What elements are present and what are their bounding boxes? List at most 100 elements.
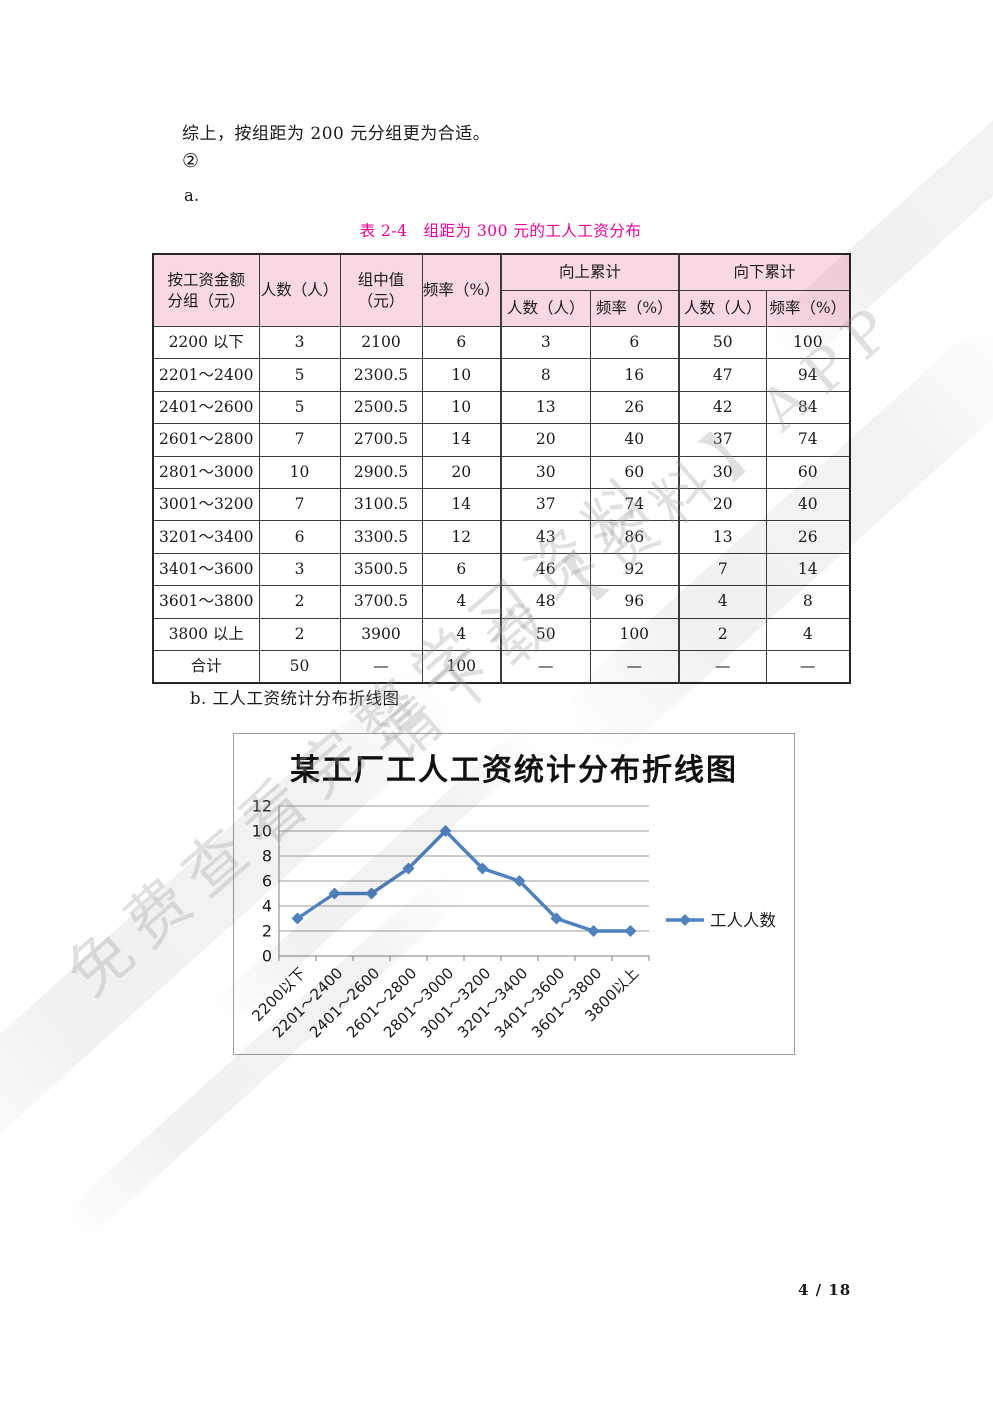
table-cell: 14	[421, 423, 502, 457]
series-marker	[365, 887, 378, 900]
table-cell: 6	[589, 325, 680, 360]
table-cell: 2601～2800	[152, 423, 260, 457]
table-cell: 3	[258, 552, 341, 587]
subheader-down-count: 人数（人）	[678, 290, 767, 327]
table-cell: 74	[589, 487, 680, 522]
wage-table-wrapper: 按工资金额 分组（元） 人数（人） 组中值 （元） 频率（%） 向上累计 向下累…	[152, 253, 852, 685]
legend-marker	[679, 914, 691, 926]
table-cell: 100	[589, 617, 680, 651]
series-marker	[476, 862, 489, 875]
table-cell: 7	[678, 552, 767, 587]
table-cell: 4	[421, 617, 502, 651]
table-row: 3601～3800 2 3700.5 4 48 96 4 8	[152, 585, 851, 619]
y-axis-tick-label: 0	[262, 947, 272, 966]
line-chart: 某工厂工人工资统计分布折线图 0 2 4 6 8 10 12 2200以下 2201～2400 2…	[233, 733, 795, 1055]
header-midvalue-line1: 组中值	[357, 270, 405, 289]
table-cell: 2200 以下	[152, 325, 260, 360]
table-row: 3800 以上 2 3900 4 50 100 2 4	[152, 617, 851, 651]
table-cell: 92	[589, 552, 680, 587]
table-cell: 2500.5	[339, 390, 423, 425]
table-cell: 94	[765, 358, 851, 392]
table-cell: 合计	[152, 649, 260, 684]
table-cell: 10	[258, 455, 341, 489]
table-cell: 43	[500, 520, 591, 554]
series-line	[295, 829, 633, 933]
table-cell: 100	[765, 325, 851, 360]
table-cell: 3100.5	[339, 487, 423, 522]
table-cell: 37	[678, 423, 767, 457]
table-cell: 8	[765, 585, 851, 619]
table-cell: 37	[500, 487, 591, 522]
table-cell: 30	[500, 455, 591, 489]
table-cell: 3300.5	[339, 520, 423, 554]
table-cell: —	[678, 649, 767, 684]
y-axis-tick-label: 8	[262, 847, 272, 866]
item-b-label: b. 工人工资统计分布折线图	[190, 689, 400, 708]
table-cell: 3401～3600	[152, 552, 260, 587]
table-row: 2401～2600 5 2500.5 10 13 26 42 84	[152, 390, 851, 425]
table-cell: 86	[589, 520, 680, 554]
table-row: 2801～3000 10 2900.5 20 30 60 30 60	[152, 455, 851, 489]
y-axis-tick-label: 12	[252, 797, 272, 816]
table-cell: —	[765, 649, 851, 684]
table-cell: 3	[258, 325, 341, 360]
series-marker	[550, 912, 563, 925]
series-marker	[513, 875, 526, 887]
item-circled-2: ②	[182, 150, 200, 172]
table-cell: 2201～2400	[152, 358, 260, 392]
series-marker	[291, 912, 304, 925]
table-cell: 4	[765, 617, 851, 651]
table-cell: 4	[421, 585, 502, 619]
y-axis-tick-label: 10	[252, 822, 272, 841]
table-cell: 40	[765, 487, 851, 522]
series-marker	[624, 925, 637, 937]
table-cell: 10	[421, 358, 502, 392]
table-cell: 7	[258, 487, 341, 522]
header-midvalue: 组中值 （元）	[339, 253, 423, 327]
table-cell: 100	[421, 649, 502, 684]
series-marker	[328, 887, 341, 900]
table-cell: 3900	[339, 617, 423, 651]
table-cell: 6	[421, 325, 502, 360]
table-cell: 16	[589, 358, 680, 392]
table-caption: 表 2-4 组距为 300 元的工人工资分布	[359, 222, 642, 240]
item-a-label: a.	[184, 186, 200, 205]
y-axis-tick-label: 4	[262, 897, 272, 916]
subheader-up-freq: 频率（%）	[589, 290, 680, 327]
table-cell: 4	[678, 585, 767, 619]
table-cell: 60	[589, 455, 680, 489]
table-cell: 2	[678, 617, 767, 651]
table-cell: 26	[765, 520, 851, 554]
table-cell: 84	[765, 390, 851, 425]
table-cell: 6	[421, 552, 502, 587]
table-cell: 3800 以上	[152, 617, 260, 651]
table-cell: 2	[258, 585, 341, 619]
series-marker	[402, 862, 415, 875]
subheader-up-count: 人数（人）	[500, 290, 591, 327]
y-axis-tick-label: 2	[262, 922, 272, 941]
table-cell: 26	[589, 390, 680, 425]
table-cell: —	[500, 649, 591, 684]
table-row: 3401～3600 3 3500.5 6 46 92 7 14	[152, 552, 851, 587]
table-cell: 3201～3400	[152, 520, 260, 554]
table-cell: 3601～3800	[152, 585, 260, 619]
header-frequency: 频率（%）	[421, 253, 502, 327]
table-cell: 40	[589, 423, 680, 457]
table-cell: 3001～3200	[152, 487, 260, 522]
table-cell: 74	[765, 423, 851, 457]
table-cell: 6	[258, 520, 341, 554]
header-count: 人数（人）	[258, 253, 341, 327]
table-cell: 10	[421, 390, 502, 425]
table-cell: 7	[258, 423, 341, 457]
table-cell: 13	[500, 390, 591, 425]
table-cell: 42	[678, 390, 767, 425]
table-row: 2200 以下 3 2100 6 3 6 50 100	[152, 325, 851, 360]
header-row-sub: 人数（人） 频率（%） 人数（人） 频率（%）	[153, 290, 851, 327]
series-marker	[439, 825, 452, 837]
table-cell: —	[589, 649, 680, 684]
table-cell: 50	[678, 325, 767, 360]
table-cell: 46	[500, 552, 591, 587]
table-row: 3001～3200 7 3100.5 14 37 74 20 40	[152, 487, 851, 522]
header-wage-group-line1: 按工资金额	[167, 270, 245, 289]
table-cell: 96	[589, 585, 680, 619]
